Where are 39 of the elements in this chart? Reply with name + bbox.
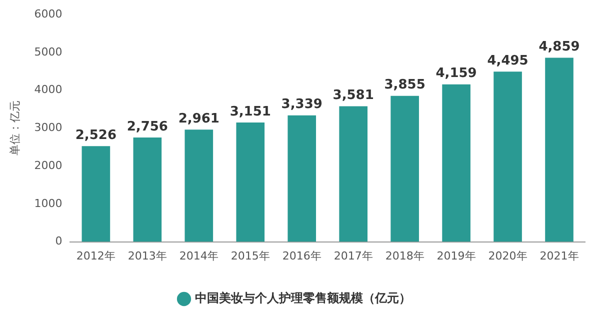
bar — [339, 106, 368, 242]
bar — [184, 130, 214, 242]
data-label: 2,526 — [75, 128, 116, 144]
data-label: 4,159 — [436, 66, 477, 82]
bar — [494, 72, 522, 242]
y-tick-label: 3000 — [34, 121, 62, 134]
y-tick-label: 4000 — [34, 83, 62, 96]
bar — [133, 137, 162, 242]
data-label: 3,339 — [281, 97, 322, 112]
x-tick-label: 2019年 — [436, 249, 476, 262]
y-tick-label: 1000 — [34, 196, 62, 210]
x-tick-label: 2016年 — [282, 249, 322, 262]
y-tick-label: 0 — [55, 234, 62, 248]
x-tick-label: 2017年 — [334, 249, 373, 262]
x-tick-label: 2014年 — [179, 249, 218, 262]
data-label: 3,151 — [230, 104, 271, 120]
y-axis-title: 单位：亿元 — [8, 100, 22, 156]
data-label: 4,859 — [538, 40, 580, 55]
data-label: 3,581 — [332, 88, 374, 104]
data-label: 2,756 — [126, 119, 168, 134]
bar — [236, 122, 265, 242]
legend-label: 中国美妆与个人护理零售额规模（亿元） — [195, 291, 411, 306]
data-label: 3,855 — [384, 78, 426, 93]
bar — [545, 58, 574, 242]
bar — [82, 146, 110, 242]
y-tick-label: 5000 — [34, 45, 62, 58]
bar — [442, 84, 470, 242]
x-tick-label: 2018年 — [385, 249, 424, 262]
y-tick-label: 6000 — [34, 7, 62, 20]
bar — [390, 96, 419, 242]
bar — [288, 115, 316, 242]
y-tick-label: 2000 — [34, 158, 62, 172]
data-label: 4,495 — [487, 53, 528, 68]
data-label: 2,961 — [178, 112, 220, 127]
x-tick-label: 2012年 — [76, 249, 116, 262]
x-tick-label: 2021年 — [540, 249, 579, 262]
x-tick-label: 2015年 — [230, 249, 270, 262]
x-tick-label: 2020年 — [488, 249, 528, 262]
x-tick-label: 2013年 — [128, 249, 167, 262]
